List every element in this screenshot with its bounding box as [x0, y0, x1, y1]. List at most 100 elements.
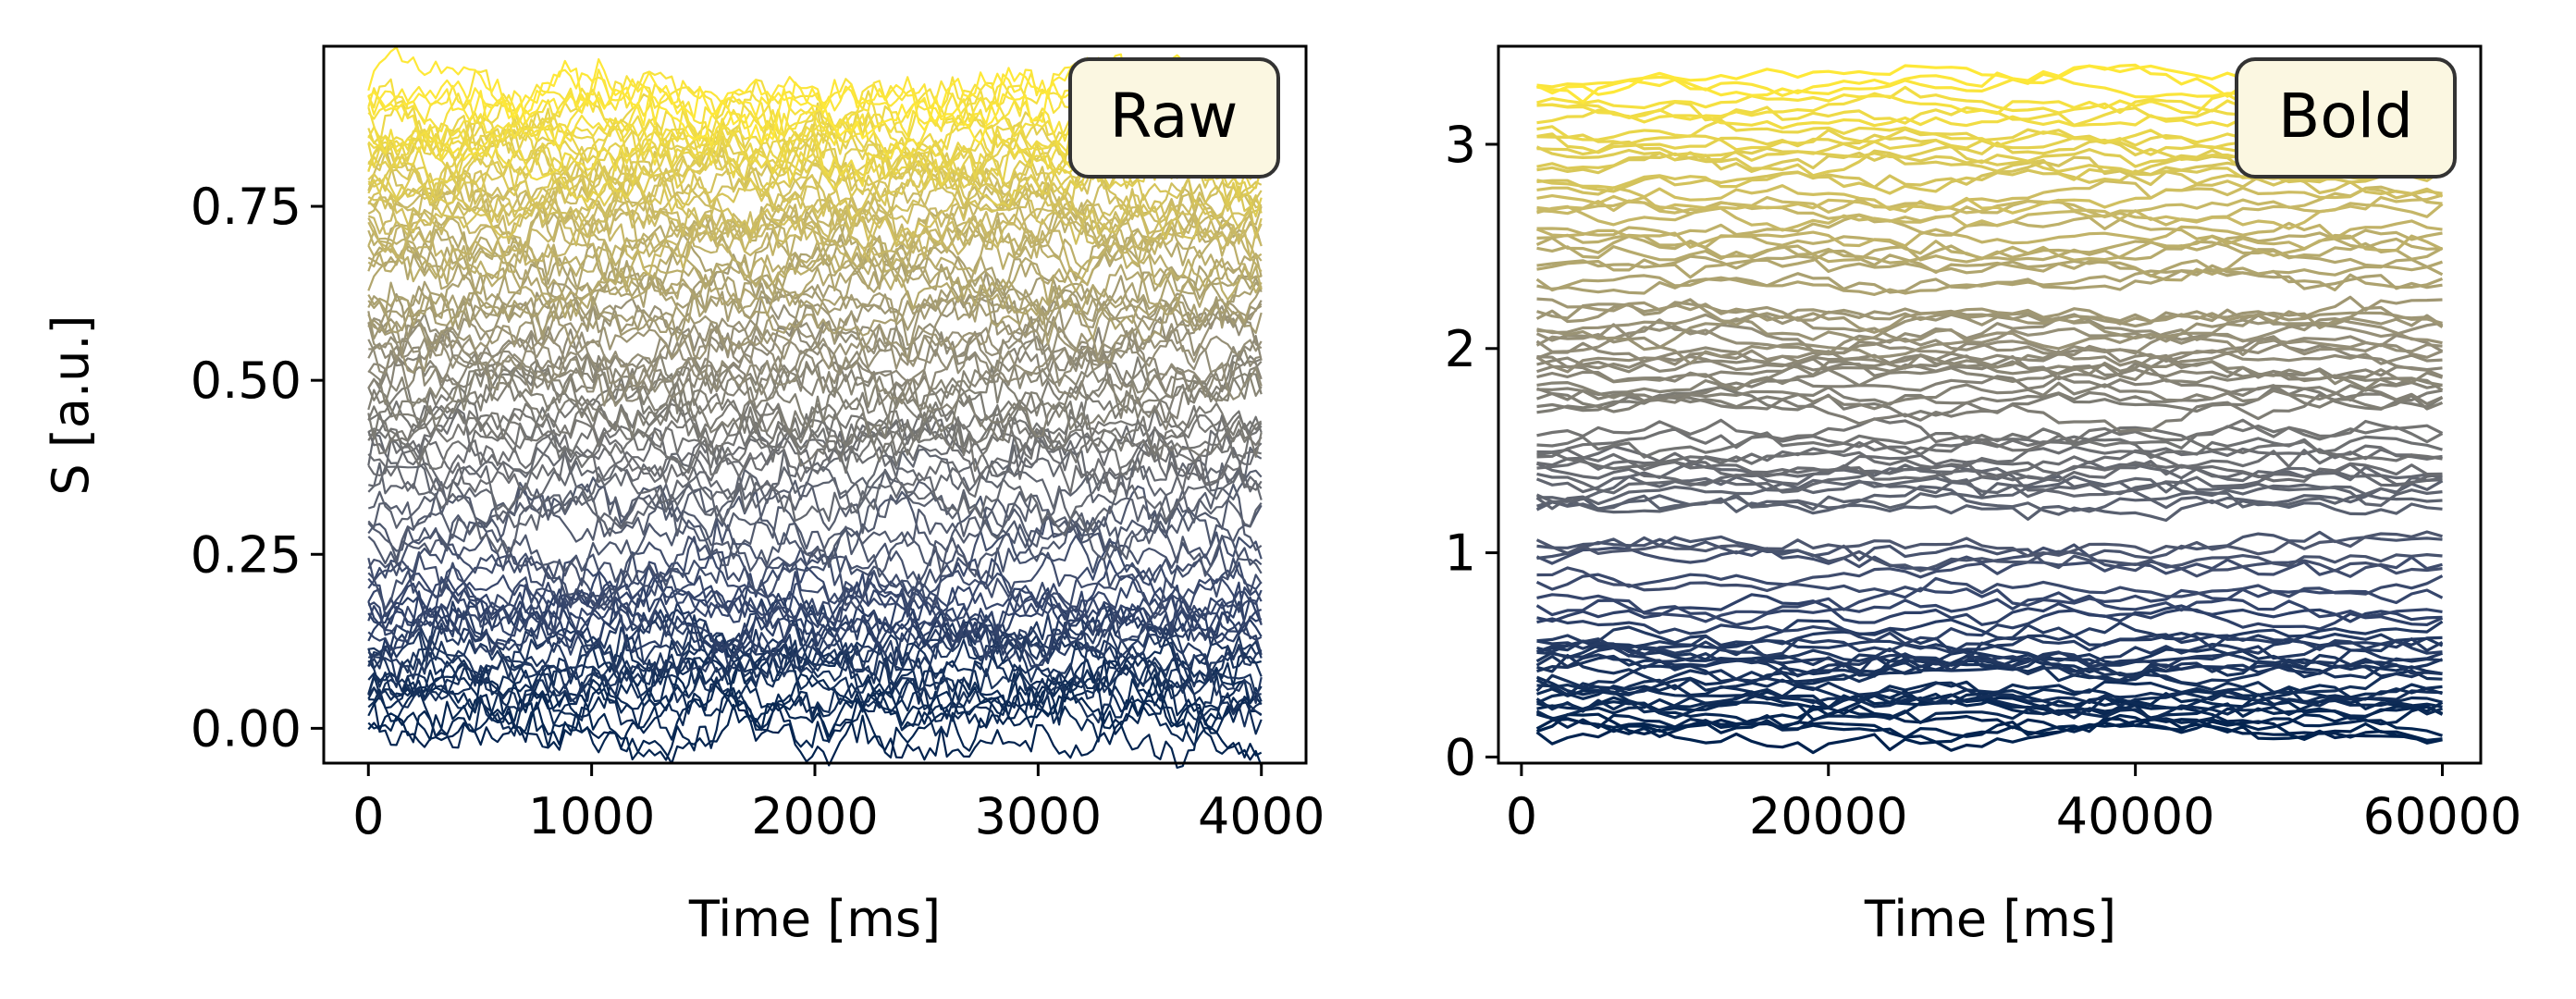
raw-series-line-24 — [367, 558, 1263, 644]
raw-series-line-75 — [367, 183, 1263, 263]
bold-series-line-63 — [1535, 313, 2443, 357]
raw-series-line-82 — [367, 141, 1263, 213]
raw-series-line-70 — [367, 202, 1263, 273]
raw-x-tick-label-4: 4000 — [1198, 787, 1325, 845]
bold-series-line-15 — [1536, 653, 2444, 686]
raw-series-line-64 — [367, 242, 1262, 316]
bold-x-ticks: 0 20000 40000 60000 — [1506, 763, 2522, 845]
raw-series-line-28 — [367, 509, 1263, 587]
bold-series-line-58 — [1536, 353, 2443, 386]
bold-series-line-29 — [1535, 573, 2444, 598]
bold-series-line-19 — [1536, 636, 2444, 667]
bold-series-line-34 — [1535, 530, 2443, 558]
bold-series-line-7 — [1535, 695, 2443, 724]
bold-series-line-6 — [1536, 690, 2444, 718]
raw-series-line-7 — [367, 633, 1263, 737]
raw-panel: 0 1000 2000 3000 4000 0.00 0.25 0.50 0.75 Time … — [42, 44, 1325, 948]
bold-series-line-33 — [1536, 530, 2443, 573]
raw-series-line-23 — [367, 565, 1263, 636]
bold-series-line-66 — [1536, 313, 2444, 352]
raw-series-line-19 — [367, 585, 1263, 668]
bold-series-line-49 — [1536, 417, 2444, 452]
bold-series-line-68 — [1536, 298, 2443, 327]
raw-y-ticks: 0.00 0.25 0.50 0.75 — [191, 178, 324, 758]
bold-series-line-74 — [1536, 240, 2444, 265]
raw-series-line-39 — [367, 408, 1262, 497]
bold-y-tick-label-1: 1 — [1445, 524, 1476, 583]
raw-series-line-72 — [367, 191, 1263, 262]
raw-series-line-29 — [367, 495, 1263, 578]
raw-series-line-6 — [367, 648, 1262, 738]
raw-series-line-51 — [367, 320, 1263, 405]
bold-legend-label: Bold — [2278, 80, 2413, 152]
bold-series-line-5 — [1536, 689, 2444, 732]
bold-series-line-69 — [1536, 295, 2443, 334]
raw-y-tick-label-1: 0.25 — [191, 525, 302, 584]
raw-x-tick-label-1: 1000 — [528, 787, 655, 845]
bold-series-line-71 — [1535, 264, 2444, 296]
raw-series-line-32 — [367, 469, 1263, 561]
raw-series-line-62 — [367, 242, 1263, 327]
bold-series-line-39 — [1535, 475, 2443, 503]
bold-series-line-53 — [1536, 375, 2444, 406]
raw-series-line-20 — [367, 577, 1263, 661]
bold-series-line-78 — [1535, 219, 2443, 249]
raw-series-line-76 — [367, 170, 1263, 247]
bold-series-group — [1535, 63, 2444, 755]
bold-series-line-3 — [1535, 704, 2443, 743]
bold-series-line-12 — [1536, 676, 2443, 708]
raw-x-axis-label: Time [ms] — [688, 890, 941, 948]
bold-series-line-55 — [1536, 362, 2444, 400]
bold-series-line-24 — [1536, 621, 2443, 658]
raw-series-line-22 — [367, 559, 1263, 661]
bold-series-line-82 — [1536, 179, 2443, 214]
bold-series-line-41 — [1536, 460, 2443, 495]
raw-series-line-35 — [368, 435, 1263, 523]
bold-series-line-84 — [1536, 155, 2444, 193]
raw-series-line-27 — [367, 529, 1263, 610]
bold-legend-box — [2235, 57, 2457, 179]
bold-y-ticks: 0 1 2 3 — [1445, 116, 1498, 786]
raw-series-line-63 — [367, 232, 1263, 340]
bold-y-tick-label-3: 3 — [1445, 116, 1476, 174]
raw-series-line-40 — [368, 415, 1263, 475]
raw-series-line-21 — [367, 569, 1263, 642]
bold-plot-frame — [1497, 44, 2483, 765]
raw-series-line-84 — [367, 129, 1263, 218]
raw-x-tick-label-3: 3000 — [975, 787, 1102, 845]
raw-series-line-58 — [367, 271, 1263, 361]
bold-series-line-54 — [1536, 380, 2443, 411]
raw-y-axis-label: S [a.u.] — [42, 314, 100, 495]
raw-series-line-37 — [367, 426, 1263, 493]
bold-x-tick-label-3: 60000 — [2363, 787, 2522, 845]
bold-series-line-22 — [1536, 625, 2443, 654]
raw-series-line-8 — [367, 634, 1263, 722]
raw-series-line-30 — [367, 476, 1263, 578]
bold-x-tick-label-2: 40000 — [2056, 787, 2215, 845]
bold-series-line-47 — [1536, 426, 2443, 462]
bold-panel: 0 20000 40000 60000 0 1 2 3 Time [ms] Bold — [1445, 44, 2522, 948]
raw-series-line-44 — [367, 397, 1263, 467]
raw-y-tick-label-2: 0.50 — [191, 352, 302, 410]
raw-series-line-9 — [367, 637, 1263, 728]
raw-series-line-43 — [367, 399, 1263, 473]
bold-series-line-80 — [1536, 185, 2443, 232]
raw-series-line-12 — [368, 610, 1263, 703]
raw-series-line-31 — [367, 481, 1263, 561]
bold-series-line-45 — [1536, 444, 2443, 472]
raw-series-line-61 — [367, 264, 1263, 346]
bold-series-line-11 — [1535, 675, 2443, 709]
bold-series-line-44 — [1536, 447, 2443, 481]
bold-series-line-60 — [1535, 341, 2443, 370]
bold-y-tick-label-2: 2 — [1445, 320, 1476, 378]
bold-series-line-25 — [1536, 604, 2443, 646]
bold-series-line-72 — [1536, 254, 2444, 278]
raw-series-line-10 — [367, 615, 1263, 709]
bold-series-line-43 — [1536, 445, 2443, 483]
bold-series-line-42 — [1535, 460, 2443, 487]
raw-series-group — [367, 46, 1263, 770]
raw-series-line-42 — [367, 398, 1263, 466]
bold-series-line-77 — [1536, 214, 2444, 253]
raw-legend-box — [1068, 57, 1280, 179]
